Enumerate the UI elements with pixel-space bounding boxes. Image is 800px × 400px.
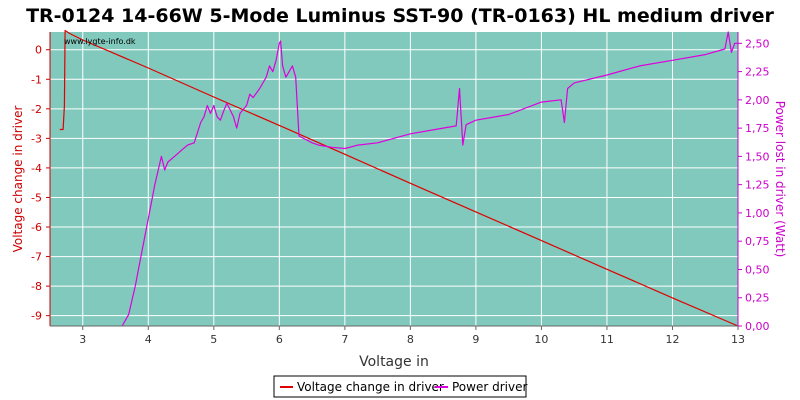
y-right-tick-label-8: 2,00 <box>745 94 770 107</box>
series-line-1 <box>121 31 738 327</box>
x-tick-label-10: 13 <box>731 333 745 346</box>
y-right-tick-label-5: 1,25 <box>745 179 770 192</box>
x-tick-label-5: 8 <box>407 333 414 346</box>
y-left-tick-labels: 0 -1 -2 -3 -4 -5 -6 -7 -8 -9 <box>31 44 50 323</box>
y-left-tick-label-6: -6 <box>31 221 42 234</box>
y-right-tick-label-0: 0,00 <box>745 320 770 333</box>
y-right-tick-labels: 0,00 0,25 0,50 0,75 1,00 1,25 1,50 1,75 2,00 2,25… <box>738 37 770 333</box>
y-right-tick-label-6: 1,50 <box>745 150 770 163</box>
y-right-tick-label-4: 1,00 <box>745 207 770 220</box>
y-left-tick-label-9: -9 <box>31 310 42 323</box>
x-tick-label-0: 3 <box>79 333 86 346</box>
x-tick-label-6: 9 <box>472 333 479 346</box>
y-right-axis-label: Power lost in driver (Watt) <box>773 101 787 258</box>
y-left-tick-label-8: -8 <box>31 280 42 293</box>
y-left-tick-label-0: 0 <box>35 44 42 57</box>
legend: Voltage change in driver Power driver <box>273 375 527 398</box>
x-tick-label-8: 11 <box>600 333 614 346</box>
x-tick-label-1: 4 <box>145 333 152 346</box>
y-left-tick-label-7: -7 <box>31 251 42 264</box>
y-right-tick-label-2: 0,50 <box>745 263 770 276</box>
y-left-tick-label-1: -1 <box>31 73 42 86</box>
chart-title: TR-0124 14-66W 5-Mode Luminus SST-90 (TR… <box>26 5 774 27</box>
watermark: www.lygte-info.dk <box>64 37 136 46</box>
x-tick-label-3: 6 <box>276 333 283 346</box>
y-left-tick-label-3: -3 <box>31 132 42 145</box>
y-right-tick-label-7: 1,75 <box>745 122 770 135</box>
x-tick-label-9: 12 <box>665 333 679 346</box>
y-left-tick-label-5: -5 <box>31 191 42 204</box>
y-left-tick-label-4: -4 <box>31 162 42 175</box>
x-tick-label-4: 7 <box>341 333 348 346</box>
legend-label-power: Power driver <box>452 380 527 394</box>
y-right-tick-label-3: 0,75 <box>745 235 770 248</box>
axes <box>49 32 739 327</box>
series-group <box>59 29 739 327</box>
x-tick-label-7: 10 <box>534 333 548 346</box>
y-left-axis-label: Voltage change in driver <box>11 106 25 253</box>
series-line-0 <box>59 29 739 327</box>
y-left-tick-label-2: -2 <box>31 103 42 116</box>
x-axis-label: Voltage in <box>359 354 429 370</box>
y-right-tick-label-9: 2,25 <box>745 66 770 79</box>
legend-box <box>273 375 527 398</box>
x-tick-labels: 3 4 5 6 7 8 9 10 11 12 13 <box>79 326 745 346</box>
y-right-tick-label-1: 0,25 <box>745 292 770 305</box>
x-tick-label-2: 5 <box>210 333 217 346</box>
y-right-tick-label-10: 2,50 <box>745 37 770 50</box>
legend-label-voltage: Voltage change in driver <box>297 380 444 394</box>
